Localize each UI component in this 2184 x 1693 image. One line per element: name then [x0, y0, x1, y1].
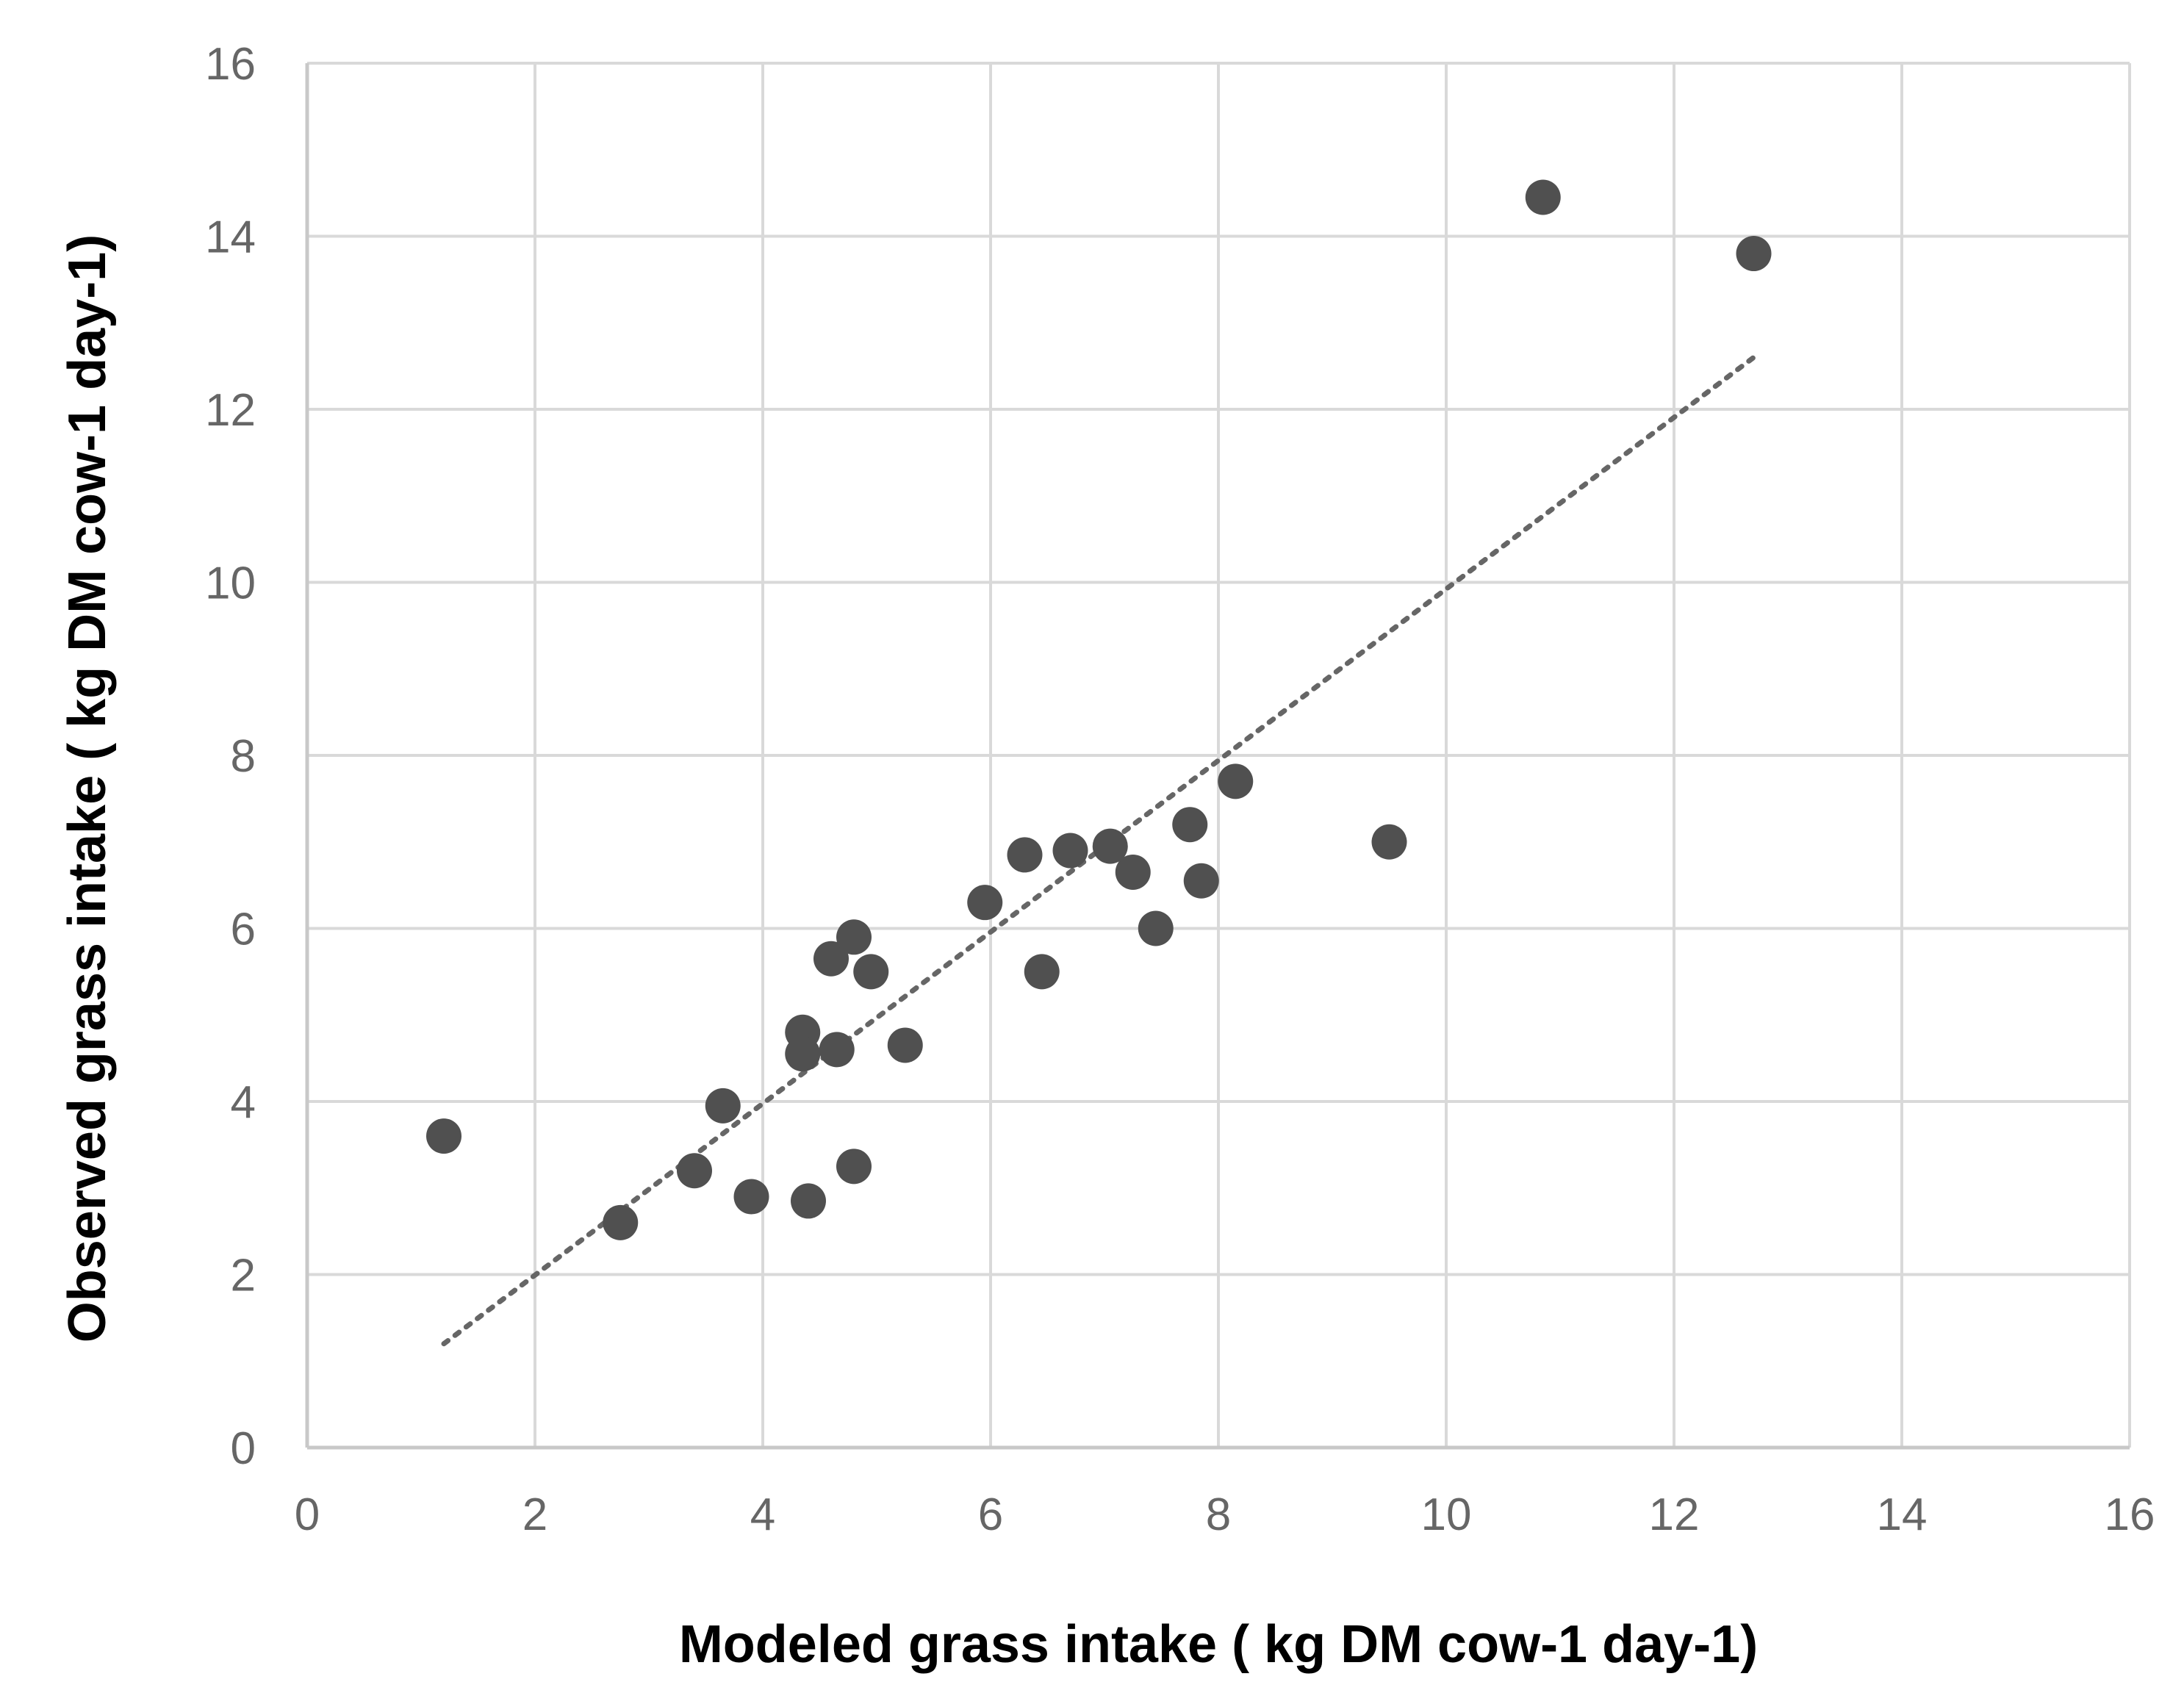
data-point [785, 1036, 821, 1072]
x-tick-label: 4 [750, 1489, 775, 1540]
data-point [791, 1183, 826, 1219]
grid [306, 62, 2131, 1449]
data-point [1052, 833, 1088, 869]
data-point [887, 1027, 923, 1063]
x-tick-label: 8 [1206, 1489, 1231, 1540]
x-axis-title: Modeled grass intake ( kg DM cow-1 day-1… [679, 1615, 1758, 1674]
data-point [677, 1153, 712, 1189]
data-point [853, 954, 889, 990]
data-point [1092, 828, 1128, 864]
x-tick-label: 16 [2105, 1489, 2155, 1540]
data-point [733, 1179, 769, 1215]
y-axis-title: Observed grass intake ( kg DM cow-1 day-… [58, 234, 117, 1342]
axes [305, 63, 2130, 1450]
data-point [603, 1204, 639, 1240]
trendline [441, 354, 1756, 1347]
data-point [1115, 854, 1151, 890]
data-points [426, 179, 1772, 1240]
data-point [1218, 763, 1254, 799]
data-point [819, 1032, 855, 1068]
data-point [967, 885, 1003, 921]
data-point [836, 919, 872, 955]
data-point [426, 1118, 461, 1154]
x-tick-label: 6 [978, 1489, 1003, 1540]
x-tick-label: 10 [1421, 1489, 1472, 1540]
x-tick-label: 12 [1649, 1489, 1700, 1540]
data-point [1172, 807, 1208, 843]
y-tick-label: 16 [205, 39, 256, 90]
y-tick-label: 2 [231, 1251, 256, 1301]
y-tick-labels: 0 2 4 6 8 10 12 14 16 [205, 39, 256, 1474]
x-tick-labels: 0 2 4 6 8 10 12 14 16 [295, 1489, 2155, 1540]
y-tick-label: 4 [231, 1077, 256, 1128]
y-tick-label: 14 [205, 212, 256, 263]
data-point [1138, 910, 1174, 946]
y-tick-label: 0 [231, 1423, 256, 1474]
data-point [1007, 837, 1043, 873]
data-point [1525, 179, 1561, 215]
x-tick-label: 14 [1877, 1489, 1928, 1540]
y-tick-label: 6 [231, 905, 256, 955]
data-point [705, 1088, 741, 1124]
data-point [813, 941, 849, 977]
data-point [1736, 236, 1772, 272]
y-tick-label: 8 [231, 731, 256, 782]
data-point [1371, 824, 1407, 860]
y-tick-label: 10 [205, 558, 256, 609]
data-point [1024, 954, 1060, 990]
y-tick-label: 12 [205, 385, 256, 436]
x-tick-label: 2 [522, 1489, 547, 1540]
x-tick-label: 0 [295, 1489, 320, 1540]
trendline-dotted [441, 354, 1756, 1347]
data-point [1183, 863, 1219, 899]
data-point [836, 1149, 872, 1185]
